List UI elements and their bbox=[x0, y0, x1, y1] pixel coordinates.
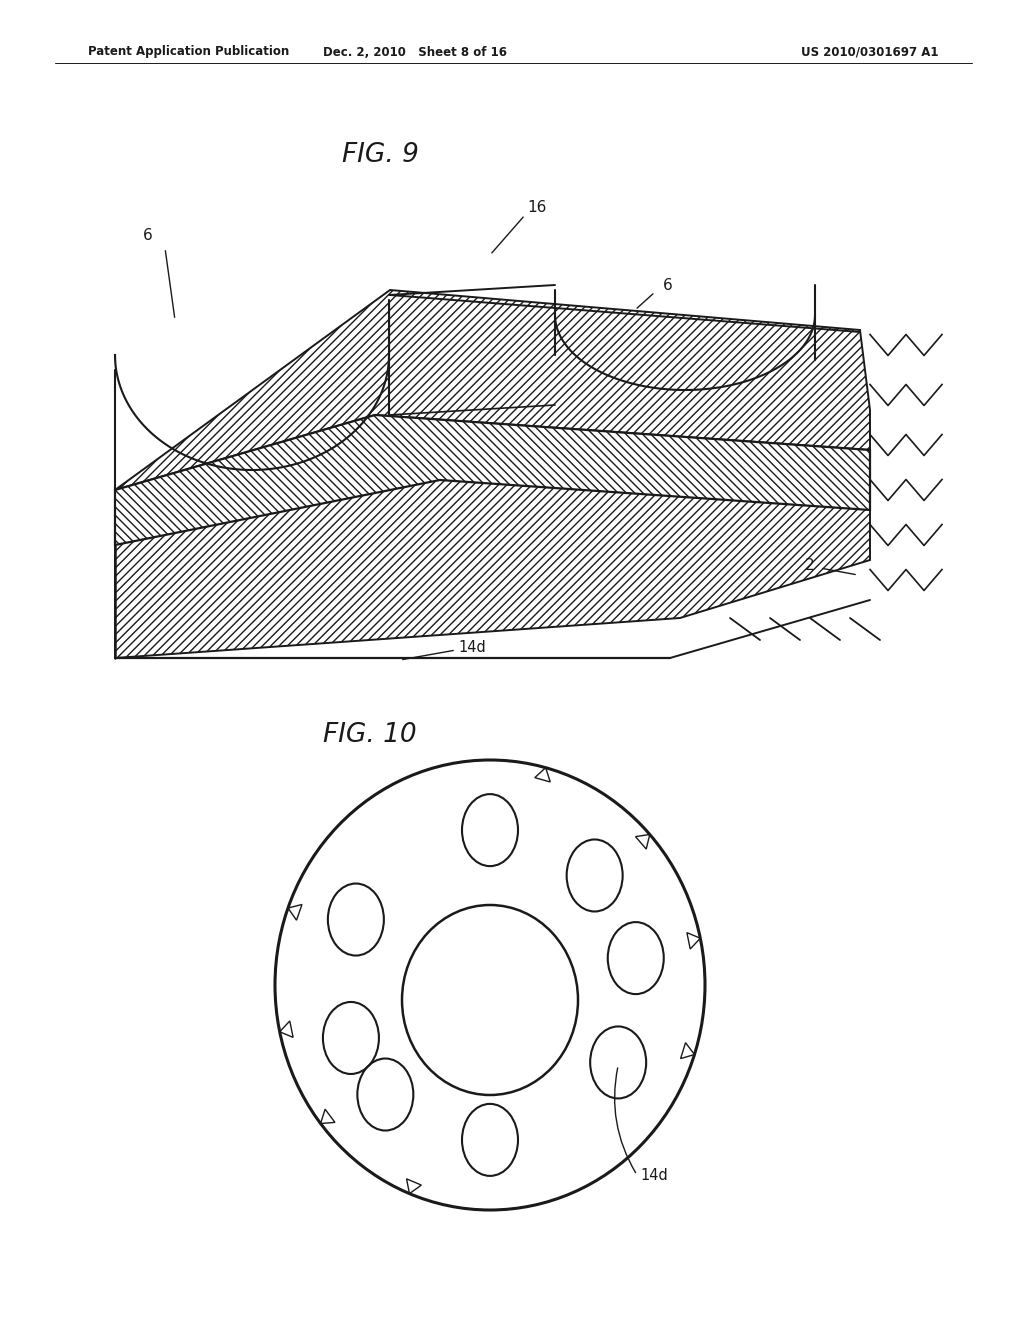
Text: Patent Application Publication: Patent Application Publication bbox=[88, 45, 289, 58]
Text: FIG. 9: FIG. 9 bbox=[342, 143, 419, 168]
Text: 14d: 14d bbox=[640, 1167, 668, 1183]
Text: 2: 2 bbox=[805, 557, 815, 573]
Text: FIG. 10: FIG. 10 bbox=[324, 722, 417, 748]
Ellipse shape bbox=[275, 760, 705, 1210]
Text: 6: 6 bbox=[664, 277, 673, 293]
Polygon shape bbox=[115, 290, 870, 490]
Polygon shape bbox=[115, 414, 870, 545]
Polygon shape bbox=[115, 414, 870, 657]
Text: 14d: 14d bbox=[458, 640, 485, 656]
Text: US 2010/0301697 A1: US 2010/0301697 A1 bbox=[801, 45, 939, 58]
Text: 6: 6 bbox=[143, 227, 153, 243]
Text: 16: 16 bbox=[527, 199, 547, 214]
Text: Dec. 2, 2010   Sheet 8 of 16: Dec. 2, 2010 Sheet 8 of 16 bbox=[323, 45, 507, 58]
